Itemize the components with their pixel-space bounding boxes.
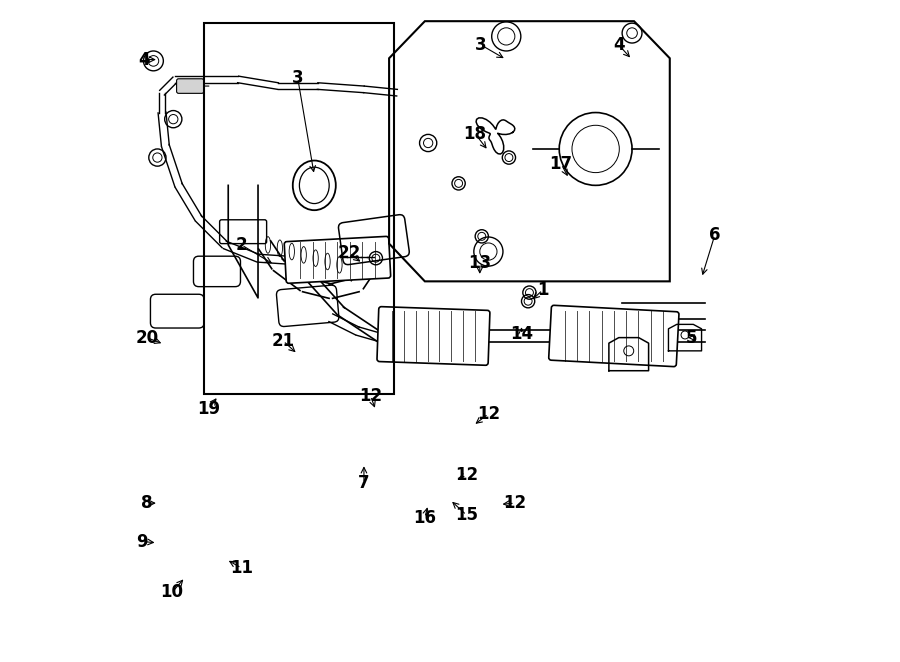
Text: 5: 5 — [686, 328, 698, 347]
Text: 12: 12 — [455, 466, 478, 485]
Text: 2: 2 — [236, 236, 248, 254]
Text: 4: 4 — [139, 50, 150, 69]
FancyBboxPatch shape — [377, 307, 490, 365]
Text: 4: 4 — [613, 36, 625, 54]
Bar — [203, 23, 393, 394]
Text: 12: 12 — [477, 404, 500, 423]
Text: 6: 6 — [709, 226, 721, 244]
Text: 19: 19 — [197, 400, 220, 418]
FancyBboxPatch shape — [176, 79, 203, 93]
Text: 13: 13 — [468, 254, 491, 273]
Text: 8: 8 — [141, 494, 153, 512]
Text: 16: 16 — [413, 508, 436, 527]
Text: 14: 14 — [510, 325, 533, 344]
Text: 7: 7 — [358, 474, 370, 493]
Text: 11: 11 — [230, 559, 253, 577]
Text: 22: 22 — [338, 244, 361, 262]
FancyBboxPatch shape — [284, 236, 391, 283]
FancyBboxPatch shape — [549, 305, 679, 367]
Text: 10: 10 — [160, 583, 184, 602]
Text: 12: 12 — [359, 387, 382, 405]
Text: 17: 17 — [550, 155, 572, 173]
Text: 21: 21 — [272, 332, 294, 350]
Text: 18: 18 — [464, 124, 487, 143]
Text: 3: 3 — [475, 36, 487, 54]
Text: 1: 1 — [537, 281, 548, 299]
Text: 15: 15 — [455, 506, 478, 524]
Text: 3: 3 — [292, 69, 303, 87]
Text: 9: 9 — [137, 532, 148, 551]
Text: 12: 12 — [503, 494, 526, 512]
Text: 20: 20 — [135, 328, 158, 347]
